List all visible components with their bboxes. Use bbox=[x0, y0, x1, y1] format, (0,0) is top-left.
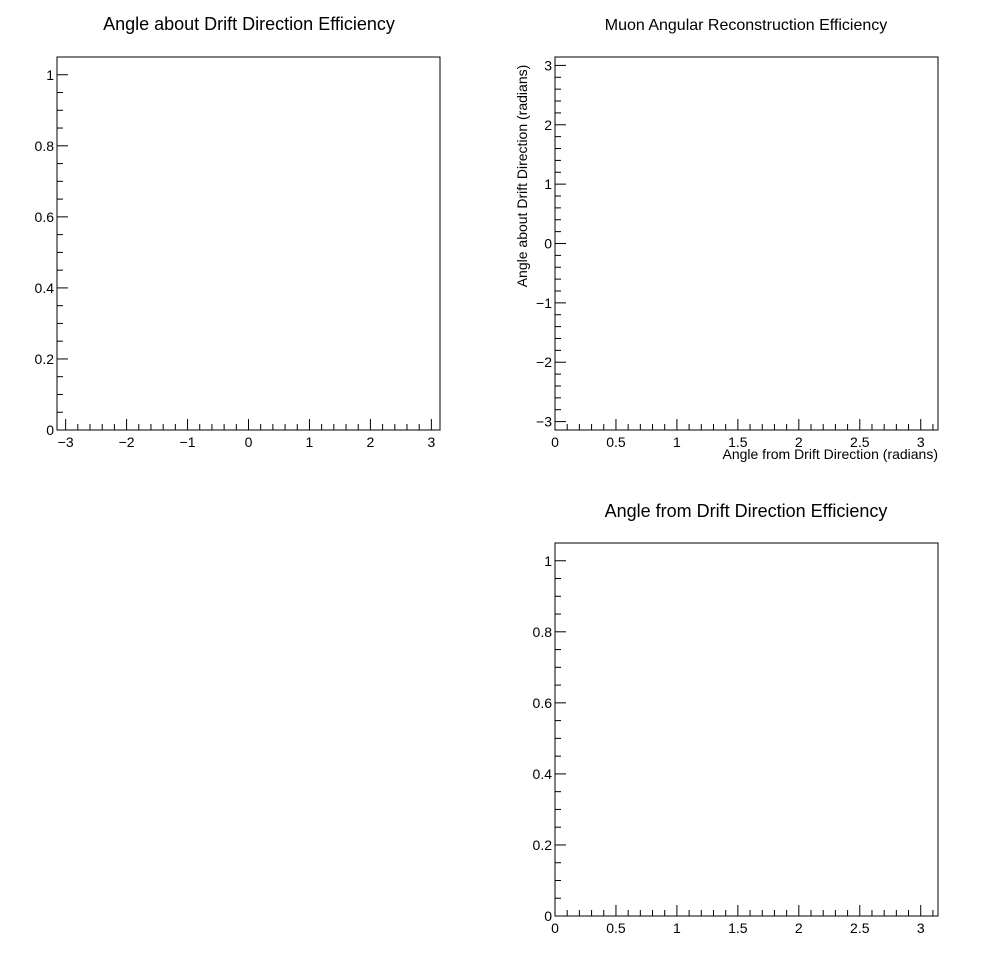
phi-efficiency-y-tick-label: 0.8 bbox=[35, 138, 55, 154]
phi-efficiency-y-tick-label: 0.4 bbox=[35, 280, 55, 296]
reco-efficiency-y-tick-label: 0 bbox=[544, 236, 552, 252]
theta-efficiency-x-tick-label: 2 bbox=[795, 920, 803, 936]
reco-efficiency-x-tick-label: 3 bbox=[917, 434, 925, 450]
phi-efficiency-x-tick-label: −3 bbox=[58, 434, 74, 450]
phi-efficiency-x-tick-label: −1 bbox=[180, 434, 196, 450]
reco-efficiency-axes: 0 0.5 1 1.5 2 2.5 3 −3 −2 −1 0 1 2 3 bbox=[536, 57, 934, 450]
phi-efficiency-axes: −3 −2 −1 0 1 2 3 0 0.2 0.4 0.6 0.8 1 bbox=[35, 56, 435, 450]
phi-efficiency-title: Angle about Drift Direction Efficiency bbox=[103, 14, 395, 34]
reco-efficiency-y-tick-label: −1 bbox=[536, 295, 552, 311]
reco-efficiency-x-tick-label: 1 bbox=[673, 434, 681, 450]
theta-efficiency-y-tick-label: 1 bbox=[544, 553, 552, 569]
reco-efficiency-x-tick-label: 2 bbox=[795, 434, 803, 450]
theta-efficiency-x-tick-label: 1 bbox=[673, 920, 681, 936]
phi-efficiency-x-tick-label: 0 bbox=[245, 434, 253, 450]
theta-efficiency-y-tick-label: 0.6 bbox=[533, 695, 553, 711]
theta-efficiency-x-tick-label: 2.5 bbox=[850, 920, 870, 936]
phi-efficiency-x-tick-label: 3 bbox=[427, 434, 435, 450]
reco-efficiency-y-tick-label: −3 bbox=[536, 414, 552, 430]
reco-efficiency-x-tick-label: 1.5 bbox=[728, 434, 748, 450]
phi-efficiency-y-tick-label: 0 bbox=[46, 422, 54, 438]
theta-efficiency-x-tick-label: 0 bbox=[551, 920, 559, 936]
theta-efficiency-frame bbox=[554, 542, 939, 917]
phi-efficiency-x-tick-label: 1 bbox=[306, 434, 314, 450]
reco-efficiency-panel: Muon Angular Reconstruction Efficiency A… bbox=[514, 17, 939, 462]
phi-efficiency-frame bbox=[56, 56, 441, 431]
phi-efficiency-y-tick-label: 1 bbox=[46, 67, 54, 83]
reco-efficiency-ylabel: Angle about Drift Direction (radians) bbox=[514, 65, 530, 288]
reco-efficiency-x-tick-label: 2.5 bbox=[850, 434, 870, 450]
phi-efficiency-x-tick-label: −2 bbox=[119, 434, 135, 450]
theta-efficiency-y-tick-label: 0.8 bbox=[533, 624, 553, 640]
phi-efficiency-y-tick-label: 0.6 bbox=[35, 209, 55, 225]
phi-efficiency-x-tick-label: 2 bbox=[367, 434, 375, 450]
reco-efficiency-y-tick-label: 3 bbox=[544, 57, 552, 73]
theta-efficiency-x-tick-label: 3 bbox=[917, 920, 925, 936]
reco-efficiency-x-tick-label: 0 bbox=[551, 434, 559, 450]
theta-efficiency-x-tick-label: 0.5 bbox=[606, 920, 626, 936]
reco-efficiency-y-tick-label: 1 bbox=[544, 176, 552, 192]
theta-efficiency-axes: 0 0.5 1 1.5 2 2.5 3 0 0.2 0.4 0.6 0.8 1 bbox=[533, 542, 934, 936]
reco-efficiency-y-tick-label: 2 bbox=[544, 117, 552, 133]
theta-efficiency-y-tick-label: 0.4 bbox=[533, 766, 553, 782]
phi-efficiency-y-tick-label: 0.2 bbox=[35, 351, 55, 367]
theta-efficiency-y-tick-label: 0.2 bbox=[533, 837, 553, 853]
theta-efficiency-x-tick-label: 1.5 bbox=[728, 920, 748, 936]
phi-efficiency-panel: Angle about Drift Direction Efficiency −… bbox=[35, 14, 441, 450]
reco-efficiency-frame bbox=[554, 56, 939, 431]
theta-efficiency-title: Angle from Drift Direction Efficiency bbox=[605, 501, 888, 521]
reco-efficiency-x-tick-label: 0.5 bbox=[606, 434, 626, 450]
reco-efficiency-xlabel: Angle from Drift Direction (radians) bbox=[722, 446, 938, 462]
reco-efficiency-title: Muon Angular Reconstruction Efficiency bbox=[605, 17, 888, 34]
theta-efficiency-y-tick-label: 0 bbox=[544, 908, 552, 924]
reco-efficiency-y-tick-label: −2 bbox=[536, 354, 552, 370]
